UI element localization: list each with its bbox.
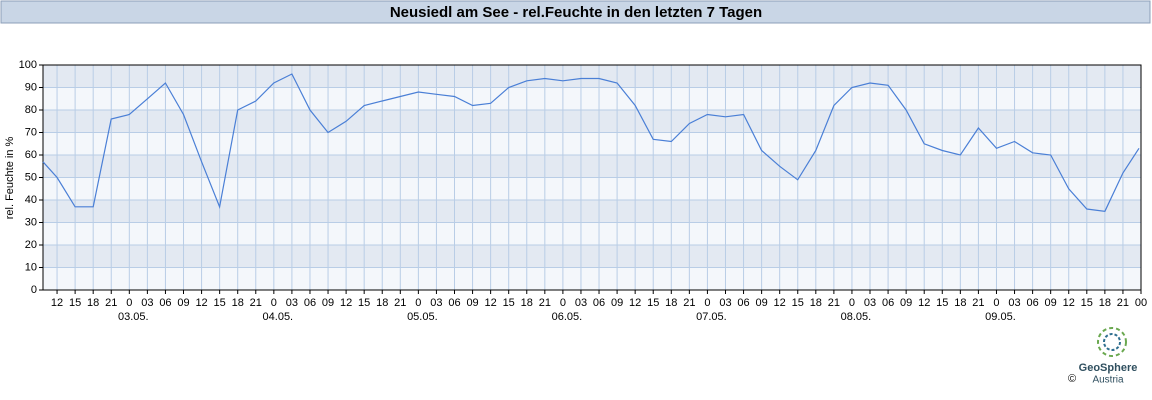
logo-icon: [1097, 327, 1127, 357]
x-tick-label: 0: [126, 297, 132, 309]
x-tick-label: 06: [304, 297, 316, 309]
x-tick-label: 18: [521, 297, 533, 309]
x-tick-label: 03: [719, 297, 731, 309]
x-tick-label: 06: [882, 297, 894, 309]
day-label: 08.05.: [841, 311, 872, 323]
x-tick-label: 12: [918, 297, 930, 309]
x-tick-label: 15: [1081, 297, 1093, 309]
y-tick-label: 10: [25, 261, 37, 273]
x-tick-label: 06: [1026, 297, 1038, 309]
x-tick-label: 09: [466, 297, 478, 309]
x-tick-label: 15: [69, 297, 81, 309]
x-tick-label: 03: [430, 297, 442, 309]
x-tick-label: 12: [774, 297, 786, 309]
x-tick-label: 21: [828, 297, 840, 309]
x-tick-label: 03: [1008, 297, 1020, 309]
day-label: 06.05.: [552, 311, 583, 323]
x-tick-label: 06: [159, 297, 171, 309]
y-tick-label: 80: [25, 104, 37, 116]
logo-icon: [1103, 333, 1121, 351]
x-tick-label: 15: [936, 297, 948, 309]
x-tick-label: 09: [1045, 297, 1057, 309]
x-tick-label: 21: [105, 297, 117, 309]
x-tick-label: 12: [485, 297, 497, 309]
x-tick-label: 15: [503, 297, 515, 309]
copyright: ©: [1068, 373, 1076, 385]
day-label: 07.05.: [696, 311, 727, 323]
x-tick-label: 03: [864, 297, 876, 309]
x-tick-label: 06: [448, 297, 460, 309]
x-tick-label: 0: [704, 297, 710, 309]
x-tick-label: 12: [1063, 297, 1075, 309]
y-tick-label: 50: [25, 171, 37, 183]
x-tick-label: 03: [286, 297, 298, 309]
band: [43, 155, 1141, 178]
y-tick-label: 90: [25, 81, 37, 93]
logo-sub: Austria: [1092, 375, 1124, 386]
x-tick-label: 21: [539, 297, 551, 309]
x-tick-label: 0: [271, 297, 277, 309]
x-tick-label: 09: [322, 297, 334, 309]
x-tick-label: 21: [683, 297, 695, 309]
day-label: 09.05.: [985, 311, 1016, 323]
x-tick-label: 0: [993, 297, 999, 309]
x-tick-label: 21: [1117, 297, 1129, 309]
logo: [1097, 327, 1127, 357]
x-tick-label: 09: [611, 297, 623, 309]
x-tick-label: 06: [593, 297, 605, 309]
data-line: [42, 73, 1140, 212]
x-tick-label: 09: [755, 297, 767, 309]
logo-name: GeoSphere: [1079, 362, 1138, 374]
x-tick-label: 18: [1099, 297, 1111, 309]
x-tick-label: 15: [214, 297, 226, 309]
chart-title: Neusiedl am See - rel.Feuchte in den let…: [390, 4, 762, 21]
x-tick-label: 0: [415, 297, 421, 309]
x-tick-label: 18: [376, 297, 388, 309]
y-tick-label: 30: [25, 216, 37, 228]
band: [43, 65, 1141, 88]
band: [43, 200, 1141, 223]
x-tick-label: 21: [250, 297, 262, 309]
day-label: 03.05.: [118, 311, 149, 323]
x-tick-label: 0: [849, 297, 855, 309]
x-tick-label: 15: [358, 297, 370, 309]
y-tick-label: 100: [19, 59, 37, 71]
y-tick-label: 0: [31, 284, 37, 296]
x-tick-label: 18: [810, 297, 822, 309]
x-tick-label: 09: [900, 297, 912, 309]
x-tick-label: 18: [232, 297, 244, 309]
x-tick-label: 18: [954, 297, 966, 309]
y-tick-label: 70: [25, 126, 37, 138]
x-tick-label: 18: [87, 297, 99, 309]
x-tick-label: 06: [737, 297, 749, 309]
x-tick-label: 00: [1135, 297, 1147, 309]
day-label: 05.05.: [407, 311, 438, 323]
y-axis-label: rel. Feuchte in %: [4, 137, 16, 220]
x-tick-label: 0: [560, 297, 566, 309]
x-tick-label: 03: [141, 297, 153, 309]
x-tick-label: 15: [647, 297, 659, 309]
x-tick-label: 21: [972, 297, 984, 309]
x-tick-label: 12: [340, 297, 352, 309]
plot-frame: [42, 64, 1142, 291]
x-tick-label: 12: [51, 297, 63, 309]
x-tick-label: 18: [665, 297, 677, 309]
y-tick-label: 20: [25, 239, 37, 251]
y-tick-label: 60: [25, 149, 37, 161]
x-tick-label: 03: [575, 297, 587, 309]
band: [43, 245, 1141, 268]
x-tick-label: 12: [195, 297, 207, 309]
title-bar: [0, 0, 1151, 24]
band: [43, 110, 1141, 133]
y-tick-label: 40: [25, 194, 37, 206]
x-tick-label: 12: [629, 297, 641, 309]
x-tick-label: 21: [394, 297, 406, 309]
x-tick-label: 15: [792, 297, 804, 309]
day-label: 04.05.: [263, 311, 294, 323]
x-tick-label: 09: [177, 297, 189, 309]
